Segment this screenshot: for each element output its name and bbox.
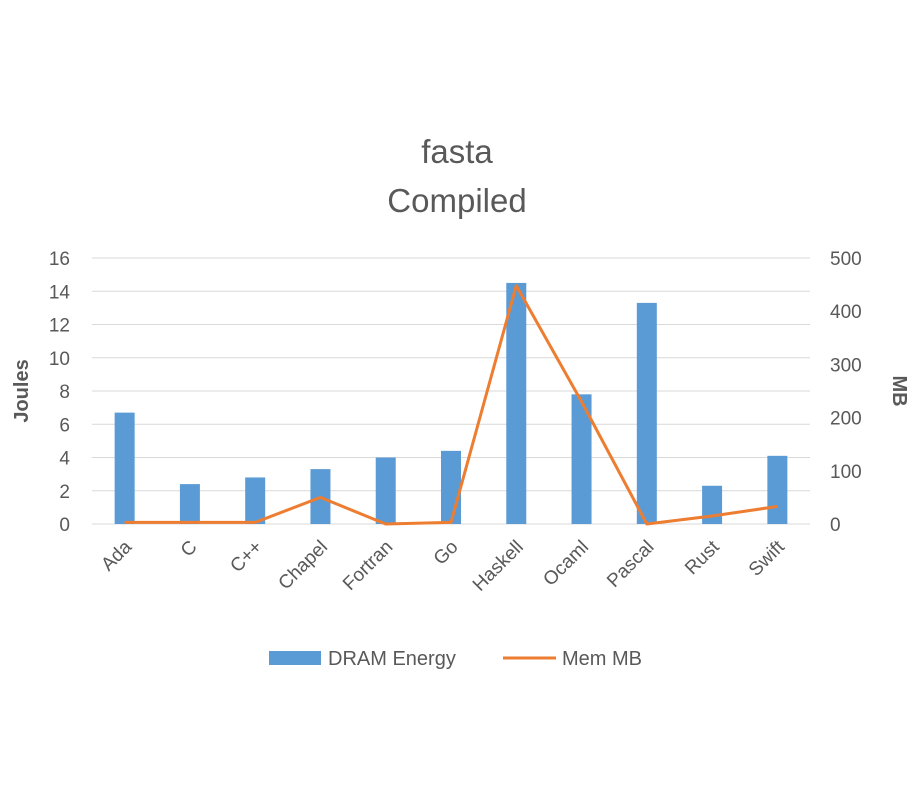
chart-title-line-1: fasta (421, 133, 493, 170)
left-tick-label: 10 (49, 349, 70, 370)
legend-label-mem-mb: Mem MB (562, 648, 642, 670)
right-axis-ticks: 0 100 200 300 400 500 (830, 249, 862, 536)
bar-ada (114, 412, 135, 524)
x-tick-label: Ocaml (539, 537, 593, 591)
left-axis-title: Joules (11, 359, 33, 422)
line-series (124, 284, 778, 526)
legend-swatch-bar (269, 651, 321, 665)
bar-series (114, 282, 788, 524)
bar-haskell (506, 282, 527, 524)
bar-ocaml (571, 394, 592, 524)
bar-c- (245, 477, 266, 524)
x-axis-ticks: Ada C C++ Chapel Fortran Go Haskell Ocaml Pascal… (97, 536, 789, 595)
legend-label-dram-energy: DRAM Energy (328, 648, 456, 670)
left-axis-ticks: 0 2 4 6 8 10 12 14 16 (49, 249, 71, 536)
left-tick-label: 2 (59, 482, 70, 503)
left-tick-label: 4 (59, 449, 70, 470)
bar-go (441, 450, 461, 524)
bar-fortran (375, 457, 396, 524)
chart-title-line-2: Compiled (387, 182, 526, 219)
x-tick-label: Chapel (275, 537, 332, 594)
x-tick-label: Haskell (469, 537, 528, 596)
right-tick-label: 100 (830, 462, 862, 483)
right-tick-label: 200 (830, 409, 862, 430)
gridlines (92, 257, 810, 525)
right-tick-label: 300 (830, 355, 862, 376)
left-tick-label: 12 (49, 316, 70, 337)
x-tick-label: C (177, 537, 202, 562)
right-tick-label: 500 (830, 249, 862, 270)
x-tick-label: Go (430, 537, 463, 570)
chart-title: fasta Compiled (387, 133, 526, 219)
left-tick-label: 16 (49, 249, 70, 270)
bar-pascal (636, 302, 657, 524)
left-tick-label: 6 (59, 415, 70, 436)
x-tick-label: Swift (745, 536, 789, 580)
bar-swift (767, 455, 788, 524)
right-tick-label: 400 (830, 302, 862, 323)
bar-c (179, 484, 200, 524)
left-tick-label: 14 (49, 282, 71, 303)
x-tick-label: C++ (226, 537, 266, 577)
right-axis-title: MB (888, 375, 910, 406)
left-tick-label: 0 (59, 515, 70, 536)
left-tick-label: 8 (59, 382, 70, 403)
x-tick-label: Rust (681, 536, 724, 579)
x-tick-label: Pascal (603, 537, 658, 592)
right-tick-label: 0 (830, 515, 841, 536)
legend: DRAM Energy Mem MB (269, 648, 642, 670)
x-tick-label: Fortran (339, 537, 397, 595)
x-tick-label: Ada (97, 536, 136, 575)
